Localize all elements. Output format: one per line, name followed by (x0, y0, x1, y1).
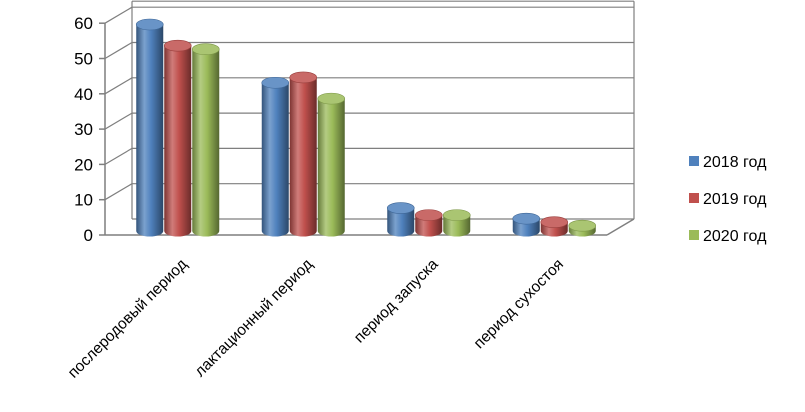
bar-top (414, 209, 443, 221)
legend-item: 2019 год (689, 191, 767, 208)
bar (261, 76, 290, 237)
bar-top (261, 76, 290, 89)
floor-right-edge (606, 218, 635, 236)
gridline-side (104, 6, 133, 24)
bar-body (261, 82, 289, 237)
gridline-side (104, 41, 133, 60)
bar-top (163, 39, 192, 52)
bar (289, 71, 318, 237)
y-tick-label: 60 (74, 14, 93, 33)
bar-top (191, 43, 220, 56)
x-tick-label: период сухостоя (471, 256, 567, 352)
y-tick-label: 50 (74, 50, 93, 69)
x-tick-label: лактационный период (192, 256, 317, 381)
gridline-side (104, 183, 133, 201)
y-tick-label: 30 (74, 120, 93, 139)
bar (442, 209, 471, 237)
y-tick-label: 20 (74, 155, 93, 174)
y-tick-label: 0 (84, 226, 93, 245)
bar-body (317, 98, 345, 237)
legend-swatch (689, 156, 699, 166)
legend: 2018 год 2019 год 2020 год (689, 154, 767, 245)
legend-item: 2020 год (689, 228, 767, 245)
y-axis-ticks: 0 10 20 30 40 50 60 (74, 14, 105, 245)
legend-label: 2020 год (703, 228, 767, 245)
bar (540, 216, 569, 237)
bar-body (164, 45, 192, 237)
bar-top (540, 216, 569, 228)
x-axis-labels: послеродовый период лактационный период пе… (65, 256, 567, 382)
legend-swatch (689, 193, 699, 203)
bar (163, 39, 192, 237)
y-tick-label: 10 (74, 191, 93, 210)
bar-body (387, 208, 415, 237)
gridline-side (104, 77, 133, 95)
bar-top (386, 202, 415, 214)
legend-label: 2019 год (703, 191, 767, 208)
bar-top (512, 212, 541, 225)
bar-body (289, 77, 317, 237)
legend-swatch (689, 230, 699, 240)
y-tick-label: 40 (74, 85, 93, 104)
legend-item: 2018 год (689, 154, 767, 171)
bar-top (317, 92, 346, 105)
bar-top (289, 71, 318, 84)
bar (135, 18, 164, 237)
bar-top (442, 209, 471, 221)
gridline-side (104, 147, 133, 165)
bar-top (568, 219, 597, 232)
bar (317, 92, 346, 237)
bar (512, 212, 541, 237)
chart-back-wall (132, 1, 634, 220)
x-tick-label: послеродовый период (65, 256, 191, 382)
x-tick-label: период запуска (351, 256, 442, 347)
bar (191, 43, 220, 237)
bar (414, 209, 443, 237)
bar-body (443, 215, 471, 237)
bar-top (135, 18, 164, 31)
bar (386, 202, 415, 237)
gridline-side (104, 112, 133, 130)
bar-body (415, 215, 443, 237)
bar-body (136, 24, 164, 237)
bars (135, 18, 597, 237)
bar-body (192, 49, 220, 237)
legend-label: 2018 год (703, 154, 767, 171)
bar (568, 219, 597, 237)
back-wall-face (132, 1, 634, 220)
